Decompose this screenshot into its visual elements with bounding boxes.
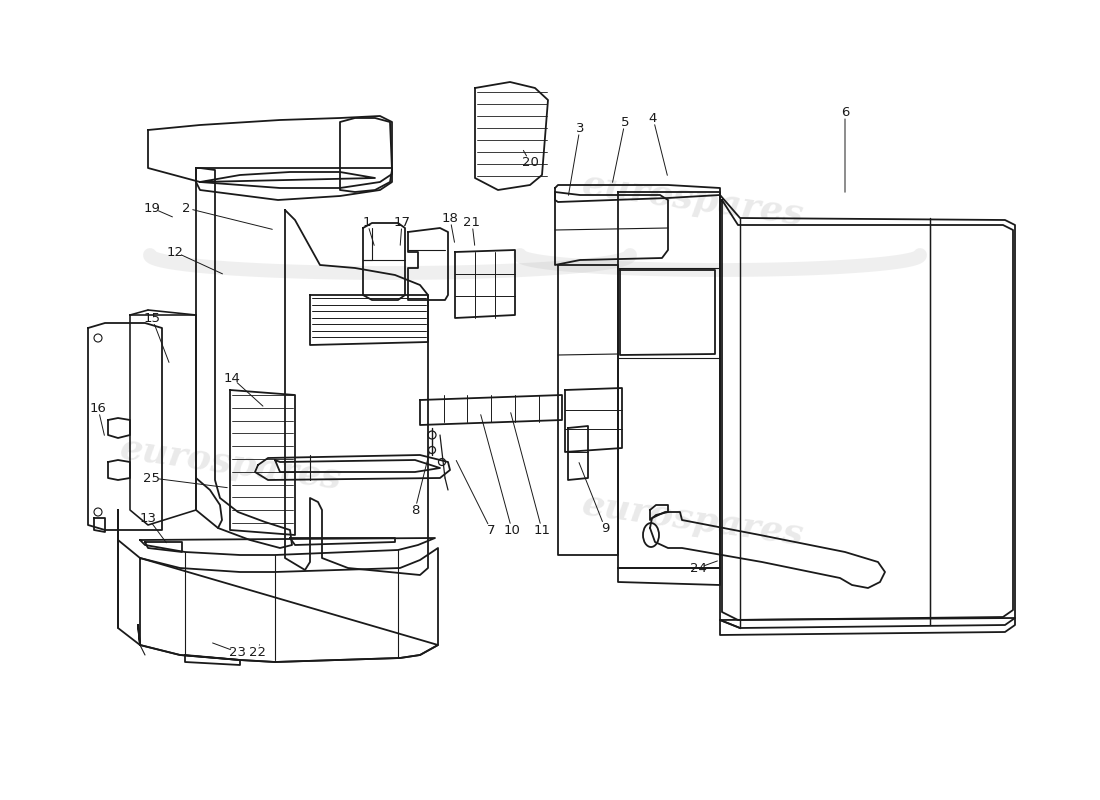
Text: 14: 14 [223, 371, 241, 385]
Text: 12: 12 [166, 246, 184, 258]
Text: 1: 1 [363, 215, 372, 229]
Text: 5: 5 [620, 115, 629, 129]
Text: 8: 8 [410, 503, 419, 517]
Text: 6: 6 [840, 106, 849, 118]
Text: 17: 17 [394, 215, 410, 229]
Text: 4: 4 [649, 111, 657, 125]
Text: 19: 19 [144, 202, 161, 214]
Text: eurospares: eurospares [580, 487, 806, 553]
Text: 2: 2 [182, 202, 190, 214]
Text: 3: 3 [575, 122, 584, 134]
Text: 13: 13 [140, 511, 156, 525]
Text: 25: 25 [143, 471, 161, 485]
Text: 23: 23 [229, 646, 245, 658]
Text: eurospares: eurospares [118, 431, 344, 497]
Text: 16: 16 [89, 402, 107, 414]
Text: 10: 10 [504, 523, 520, 537]
Text: 9: 9 [601, 522, 609, 534]
Text: 22: 22 [250, 646, 266, 658]
Text: 7: 7 [486, 523, 495, 537]
Text: 18: 18 [441, 211, 459, 225]
Text: 21: 21 [463, 215, 481, 229]
Text: eurospares: eurospares [580, 167, 806, 233]
Text: 20: 20 [521, 155, 538, 169]
Text: 11: 11 [534, 523, 550, 537]
Text: 24: 24 [690, 562, 706, 574]
Text: 15: 15 [143, 311, 161, 325]
